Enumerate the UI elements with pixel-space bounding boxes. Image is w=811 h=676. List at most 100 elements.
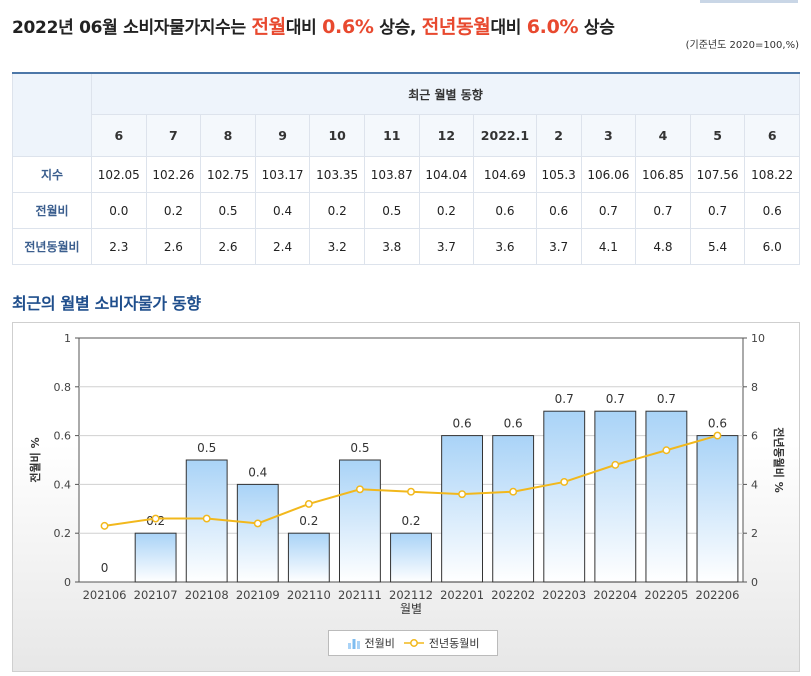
x-tick-label: 202206 xyxy=(696,588,740,602)
line-point[interactable] xyxy=(509,487,518,496)
month-header: 2022.1 xyxy=(473,114,537,157)
right-tick-label: 2 xyxy=(751,527,758,540)
table-row: 전년동월비 2.3 2.6 2.6 2.4 3.2 3.8 3.7 3.6 3.7 4.1 4.8 5.… xyxy=(12,228,800,265)
bar[interactable] xyxy=(543,410,586,583)
x-tick-label: 202204 xyxy=(593,588,637,602)
line-point[interactable] xyxy=(458,490,467,499)
table-group-header: 최근 월별 동향 xyxy=(91,72,800,115)
table-cell: 0.5 xyxy=(363,192,420,229)
table-row: 전월비 0.0 0.2 0.5 0.4 0.2 0.5 0.2 0.6 0.6 0.7 0.7 0.7 0… xyxy=(12,192,800,229)
table-cell: 0.2 xyxy=(309,192,365,229)
bar-value-label: 0.5 xyxy=(350,441,369,455)
bar[interactable] xyxy=(390,532,432,583)
headline-text-1: 소비자물가지수는 xyxy=(117,18,252,38)
x-tick-label: 202112 xyxy=(389,588,433,602)
bar-value-label: 0.5 xyxy=(197,441,216,455)
x-tick-label: 202203 xyxy=(542,588,586,602)
right-tick-label: 4 xyxy=(751,478,758,491)
bar-value-label: 0.4 xyxy=(248,465,267,479)
line-point[interactable] xyxy=(560,478,569,486)
chart-legend: 전월비 전년동월비 xyxy=(328,630,498,656)
line-point[interactable] xyxy=(713,431,722,440)
table-cell: 106.85 xyxy=(635,156,691,193)
left-tick-label: 0.8 xyxy=(54,381,72,394)
table-cell: 102.05 xyxy=(91,156,147,193)
basis-note: (기준년도 2020=100,%) xyxy=(685,40,799,51)
table-cell: 3.6 xyxy=(473,228,537,265)
table-cell: 2.4 xyxy=(254,228,311,265)
line-point[interactable] xyxy=(662,446,671,455)
right-axis: 0 2 4 6 8 10 xyxy=(743,332,765,589)
month-header: 8 xyxy=(200,114,256,157)
bar[interactable] xyxy=(134,532,177,583)
headline-mom-label: 전월 xyxy=(251,16,286,38)
line-point[interactable] xyxy=(407,487,415,496)
table-cell: 0.5 xyxy=(200,192,256,229)
bar-value-label: 0.7 xyxy=(657,392,676,406)
monthly-trend-table: 최근 월별 동향 6 7 8 9 10 11 12 2022.1 2 3 4 5 6 지수 102.05 1… xyxy=(12,72,800,265)
bar[interactable] xyxy=(287,532,330,583)
table-cell: 6.0 xyxy=(744,228,800,265)
table-cell: 2.6 xyxy=(200,228,256,265)
month-header: 6 xyxy=(744,114,800,157)
bar-value-label: 0.6 xyxy=(504,417,523,431)
line-point[interactable] xyxy=(253,519,262,528)
top-accent-bar xyxy=(700,0,798,3)
line-point[interactable] xyxy=(611,460,620,469)
table-corner xyxy=(12,72,92,157)
x-tick-label: 202109 xyxy=(236,588,280,602)
table-cell: 0.4 xyxy=(254,192,311,229)
line-point[interactable] xyxy=(151,514,160,523)
x-tick-label: 202106 xyxy=(83,588,127,602)
bar[interactable] xyxy=(338,459,381,583)
bar[interactable] xyxy=(645,410,688,583)
x-tick-label: 202108 xyxy=(185,588,229,602)
line-series xyxy=(100,431,722,530)
x-axis: 202106 202107 202108 202109 202110 202111 2021… xyxy=(83,588,740,602)
month-header: 2 xyxy=(535,114,582,157)
month-header: 12 xyxy=(418,114,475,157)
table-cell: 4.1 xyxy=(580,228,637,265)
bar[interactable] xyxy=(492,435,535,583)
table-month-row: 6 7 8 9 10 11 12 2022.1 2 3 4 5 6 xyxy=(13,114,800,157)
table-cell: 102.26 xyxy=(145,156,202,193)
headline-yoy-label: 전년동월 xyxy=(421,16,491,38)
line-point[interactable] xyxy=(355,485,364,494)
legend-item-bar[interactable]: 전월비 xyxy=(347,635,395,651)
line-marker-icon xyxy=(403,639,424,647)
bar[interactable] xyxy=(236,483,279,583)
table-cell: 3.7 xyxy=(535,228,582,265)
table-cell: 2.6 xyxy=(145,228,202,265)
month-header: 11 xyxy=(363,114,420,157)
left-tick-label: 1 xyxy=(64,332,71,345)
table-body: 지수 102.05 102.26 102.75 103.17 103.35 103.87 10… xyxy=(12,156,800,265)
headline-yoy-value: 6.0% xyxy=(526,16,579,38)
right-tick-label: 6 xyxy=(751,430,758,443)
headline-text-5: 상승 xyxy=(578,18,615,38)
right-axis-label: 전년동월비 % xyxy=(772,427,786,492)
bar-series: 00.20.50.40.20.50.20.60.60.70.70.70.6 xyxy=(101,392,739,583)
month-header: 9 xyxy=(254,114,311,157)
x-tick-label: 202201 xyxy=(440,588,484,602)
line-point[interactable] xyxy=(100,521,109,530)
table-cell: 104.04 xyxy=(418,156,475,193)
table-cell: 0.6 xyxy=(744,192,800,229)
bar[interactable] xyxy=(441,435,484,583)
bar[interactable] xyxy=(696,435,739,583)
table-cell: 0.0 xyxy=(91,192,147,229)
bar-value-label: 0.6 xyxy=(708,417,727,431)
chart-container: 0 0.2 0.4 0.6 0.8 1 0 2 4 6 8 10 0 0.2 0.5 0.4 0.2 0.5 0… xyxy=(12,322,800,672)
line-point[interactable] xyxy=(202,514,211,523)
right-tick-label: 10 xyxy=(751,332,765,345)
bar[interactable] xyxy=(594,410,637,583)
table-cell: 5.4 xyxy=(689,228,746,265)
x-tick-label: 202110 xyxy=(287,588,331,602)
table-cell: 0.7 xyxy=(689,192,746,229)
right-tick-label: 8 xyxy=(751,381,758,394)
right-tick-label: 0 xyxy=(751,576,758,589)
row-header: 전년동월비 xyxy=(12,228,92,265)
month-header: 5 xyxy=(689,114,746,157)
line-point[interactable] xyxy=(304,499,313,508)
legend-item-line[interactable]: 전년동월비 xyxy=(403,635,479,651)
headline-text-4: 대비 xyxy=(490,18,527,38)
